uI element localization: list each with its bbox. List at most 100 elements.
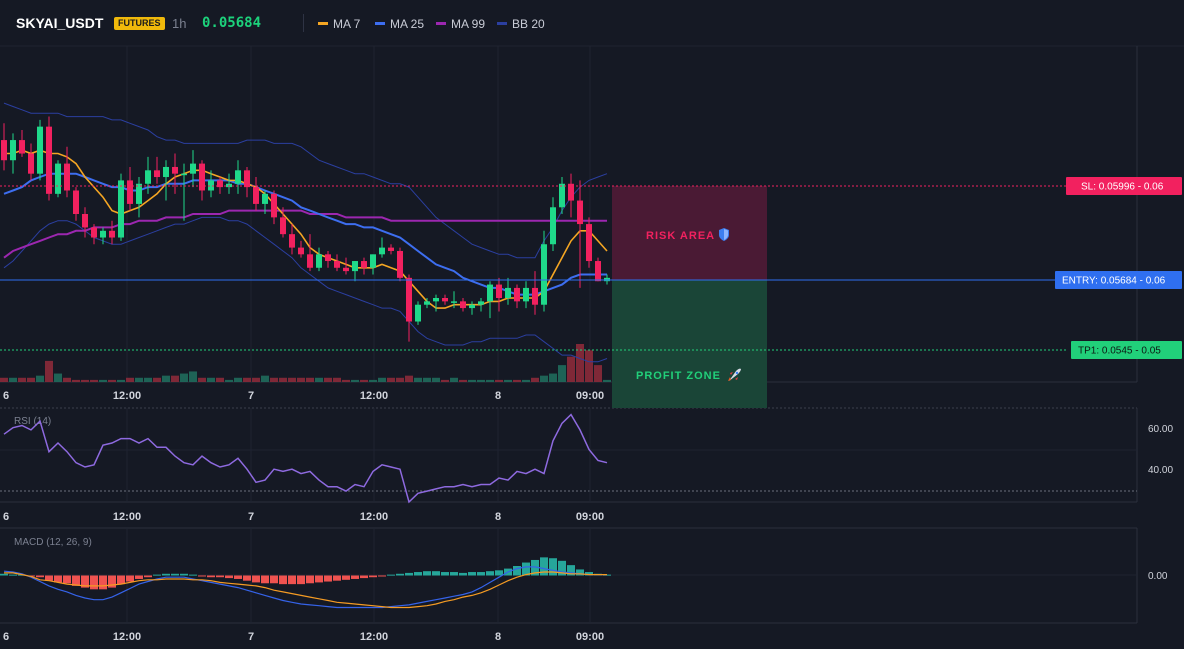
volume-bar bbox=[594, 365, 602, 382]
ma99-line bbox=[3, 209, 607, 259]
volume-bar bbox=[216, 377, 224, 382]
volume-bar bbox=[531, 377, 539, 382]
candle-body bbox=[271, 193, 277, 218]
macd-histogram-bar bbox=[225, 575, 233, 579]
candle-body bbox=[55, 163, 61, 194]
volume-bar bbox=[171, 375, 179, 382]
volume-bar bbox=[234, 377, 242, 382]
candle-body bbox=[253, 187, 259, 204]
volume-bar bbox=[18, 377, 26, 382]
bb-upper-line bbox=[3, 102, 608, 259]
candle-body bbox=[397, 250, 403, 278]
legend-label-ma99: MA 99 bbox=[451, 17, 486, 31]
candle bbox=[316, 247, 322, 272]
candle bbox=[19, 130, 25, 157]
volume-bar bbox=[90, 379, 98, 382]
candle-body bbox=[100, 230, 106, 238]
volume-bar bbox=[153, 377, 161, 382]
candle-body bbox=[415, 304, 421, 322]
volume-bar bbox=[306, 377, 314, 382]
candle-body bbox=[550, 207, 556, 245]
candle bbox=[82, 207, 88, 238]
candle bbox=[73, 187, 79, 221]
risk-area-label: RISK AREA bbox=[646, 230, 715, 242]
volume-bar bbox=[513, 379, 521, 382]
time-tick: 8 bbox=[495, 511, 501, 523]
macd-histogram-bar bbox=[36, 575, 44, 578]
macd-histogram-bar bbox=[153, 574, 161, 576]
rsi-title: RSI (14) bbox=[14, 416, 51, 427]
macd-histogram-bar bbox=[333, 575, 341, 581]
bollinger-bands bbox=[3, 102, 608, 363]
volume-bar bbox=[441, 379, 449, 382]
candle bbox=[208, 170, 214, 198]
candle bbox=[271, 190, 277, 225]
volume-bar bbox=[135, 377, 143, 382]
candle-body bbox=[46, 126, 52, 194]
macd-histogram-bar bbox=[189, 574, 197, 576]
rsi-tick-60: 60.00 bbox=[1148, 424, 1173, 435]
sl-price-tag: SL: 0.05996 - 0.06 bbox=[1066, 177, 1182, 195]
candle bbox=[370, 254, 376, 275]
time-tick: 12:00 bbox=[360, 511, 388, 523]
candle-body bbox=[388, 247, 394, 251]
candle-body bbox=[307, 254, 313, 268]
legend-swatch-ma7 bbox=[318, 22, 328, 26]
volume-bar bbox=[549, 373, 557, 382]
bb-lower-line bbox=[3, 216, 608, 363]
macd-line bbox=[3, 566, 607, 609]
legend-ma25[interactable]: MA 25 bbox=[375, 17, 424, 31]
legend-bb20[interactable]: BB 20 bbox=[497, 17, 545, 31]
volume-bar bbox=[27, 377, 35, 382]
legend-ma99[interactable]: MA 99 bbox=[436, 17, 485, 31]
candle-body bbox=[523, 287, 529, 302]
price-axis-labels: SL: 0.05996 - 0.06 ENTRY: 0.05684 - 0.06… bbox=[1055, 177, 1182, 359]
candle-body bbox=[154, 170, 160, 178]
legend-ma7[interactable]: MA 7 bbox=[318, 17, 360, 31]
chart-header: SKYAI_USDT FUTURES 1h 0.05684 MA 7 MA 25… bbox=[0, 0, 1184, 46]
candle-body bbox=[298, 247, 304, 255]
volume-bar bbox=[297, 377, 305, 382]
candle-body bbox=[172, 166, 178, 174]
macd-histogram-bar bbox=[171, 573, 179, 576]
candle-body bbox=[406, 277, 412, 322]
macd-histogram-bar bbox=[360, 575, 368, 579]
time-tick: 6 bbox=[3, 511, 9, 523]
macd-histogram-bar bbox=[306, 575, 314, 584]
candle-body bbox=[1, 140, 7, 161]
rsi-series-line bbox=[3, 413, 608, 504]
volume-bar bbox=[162, 375, 170, 382]
candle bbox=[325, 250, 331, 268]
candle-body bbox=[487, 284, 493, 302]
macd-histogram-bar bbox=[297, 575, 305, 585]
trade-zones bbox=[612, 186, 767, 408]
candle-body bbox=[469, 304, 475, 309]
symbol-name[interactable]: SKYAI_USDT bbox=[16, 15, 104, 31]
candle-body bbox=[37, 126, 43, 174]
candle bbox=[145, 156, 151, 194]
timeframe-selector[interactable]: 1h bbox=[172, 16, 187, 31]
time-axis-main: 6 12:00 7 12:00 8 09:00 bbox=[3, 390, 604, 402]
legend-swatch-bb20 bbox=[497, 22, 507, 26]
candle bbox=[190, 150, 196, 188]
volume-bar bbox=[207, 377, 215, 382]
time-tick: 09:00 bbox=[576, 390, 604, 402]
candle-body bbox=[586, 224, 592, 262]
rsi-tick-40: 40.00 bbox=[1148, 465, 1173, 476]
volume-bar bbox=[225, 379, 233, 382]
macd-histogram-bar bbox=[261, 575, 269, 584]
candle bbox=[541, 230, 547, 312]
macd-histogram-bar bbox=[540, 557, 548, 576]
candle-body bbox=[163, 166, 169, 178]
macd-histogram-bar bbox=[441, 572, 449, 576]
volume-bar bbox=[108, 379, 116, 382]
candle bbox=[136, 177, 142, 218]
time-tick: 12:00 bbox=[113, 390, 141, 402]
tp1-price-label: TP1: 0.0545 - 0.05 bbox=[1078, 346, 1161, 357]
candle bbox=[505, 277, 511, 305]
candles[interactable] bbox=[1, 116, 610, 342]
macd-histogram-bar bbox=[468, 572, 476, 576]
volume-bar bbox=[567, 356, 575, 382]
candle bbox=[388, 244, 394, 255]
